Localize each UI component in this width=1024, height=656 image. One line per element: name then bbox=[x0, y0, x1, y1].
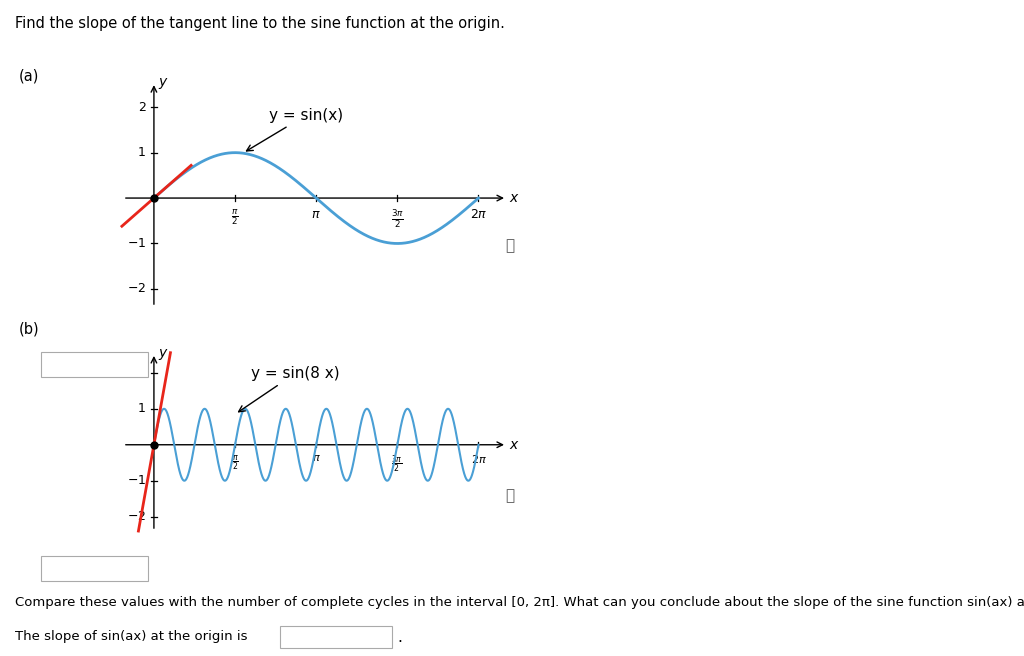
Text: (a): (a) bbox=[18, 69, 39, 84]
Text: $\frac{3\pi}{2}$: $\frac{3\pi}{2}$ bbox=[391, 208, 403, 230]
Text: $\pi$: $\pi$ bbox=[311, 453, 321, 463]
Text: (b): (b) bbox=[18, 321, 39, 337]
Text: $2\pi$: $2\pi$ bbox=[470, 453, 486, 465]
Text: y = sin(8 x): y = sin(8 x) bbox=[239, 366, 339, 412]
Text: $\frac{\pi}{2}$: $\frac{\pi}{2}$ bbox=[231, 453, 239, 472]
Text: $-1$: $-1$ bbox=[127, 237, 146, 250]
Text: $1$: $1$ bbox=[137, 402, 146, 415]
Text: x: x bbox=[510, 191, 518, 205]
Text: .: . bbox=[397, 630, 402, 645]
Text: y = sin(x): y = sin(x) bbox=[247, 108, 343, 151]
Text: y: y bbox=[158, 346, 166, 360]
Text: $2\pi$: $2\pi$ bbox=[470, 208, 487, 221]
Text: Find the slope of the tangent line to the sine function at the origin.: Find the slope of the tangent line to th… bbox=[15, 16, 505, 31]
Text: $-1$: $-1$ bbox=[127, 474, 146, 487]
Text: ⓘ: ⓘ bbox=[506, 239, 514, 253]
Text: ⓘ: ⓘ bbox=[506, 488, 514, 502]
Text: $-2$: $-2$ bbox=[127, 510, 146, 523]
Text: $\frac{\pi}{2}$: $\frac{\pi}{2}$ bbox=[231, 208, 239, 228]
Text: $1$: $1$ bbox=[137, 146, 146, 159]
Text: $\pi$: $\pi$ bbox=[311, 208, 322, 221]
Text: $2$: $2$ bbox=[137, 366, 146, 379]
Text: x: x bbox=[510, 438, 518, 452]
Text: Compare these values with the number of complete cycles in the interval [0, 2π].: Compare these values with the number of … bbox=[15, 596, 1024, 609]
Text: The slope of sin(ax) at the origin is: The slope of sin(ax) at the origin is bbox=[15, 630, 248, 643]
Text: $2$: $2$ bbox=[137, 101, 146, 113]
Text: $\frac{3\pi}{2}$: $\frac{3\pi}{2}$ bbox=[391, 453, 403, 475]
Text: $-2$: $-2$ bbox=[127, 282, 146, 295]
Text: y: y bbox=[158, 75, 166, 89]
